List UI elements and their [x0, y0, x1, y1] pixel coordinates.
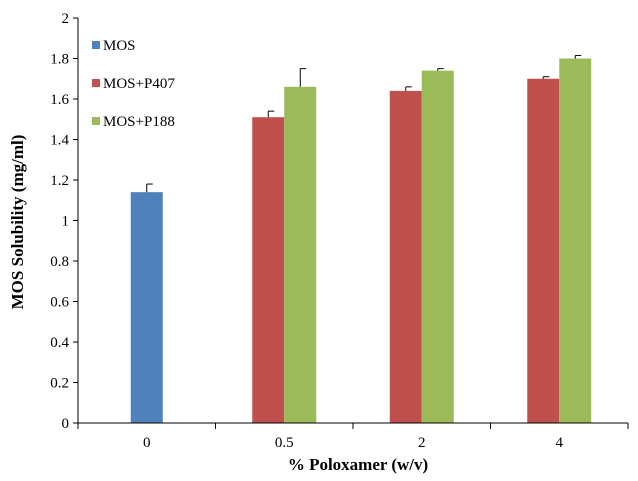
- x-tick-label: 0: [143, 435, 151, 451]
- y-tick-label: 1.4: [50, 133, 69, 149]
- bar: [130, 192, 163, 423]
- legend-label: MOS+P407: [103, 76, 175, 92]
- y-tick-label: 0.2: [50, 376, 69, 392]
- y-tick-label: 1.2: [50, 173, 69, 189]
- legend-swatch: [92, 117, 100, 125]
- legend-swatch: [92, 41, 100, 49]
- x-axis-title: % Poloxamer (w/v): [288, 455, 428, 474]
- y-tick-label: 0: [62, 416, 70, 432]
- bar: [389, 90, 422, 424]
- y-tick-label: 0.4: [50, 335, 69, 351]
- bar: [527, 78, 560, 423]
- bar: [559, 58, 592, 423]
- legend-label: MOS: [103, 38, 136, 54]
- legend-label: MOS+P188: [103, 114, 175, 130]
- y-axis-title: MOS Solubility (mg/ml): [8, 135, 27, 310]
- legend: MOS MOS+P407 MOS+P188: [92, 38, 175, 130]
- y-tick-label: 0.8: [50, 254, 69, 270]
- x-tick-label: 0.5: [275, 435, 294, 451]
- legend-swatch: [92, 79, 100, 87]
- bar: [421, 70, 454, 424]
- y-tick-label: 0.6: [50, 295, 69, 311]
- bar: [252, 117, 285, 423]
- x-tick-label: 2: [418, 435, 426, 451]
- y-tick-label: 1.8: [50, 52, 69, 68]
- x-ticks: 0 0.5 2 4: [77, 423, 629, 451]
- y-tick-label: 1.6: [50, 92, 69, 108]
- y-tick-label: 1: [62, 214, 70, 230]
- y-ticks: 0 0.2 0.4 0.6 0.8 1 1.2 1.4 1.6 1.8 2: [50, 11, 78, 432]
- x-tick-label: 4: [556, 435, 564, 451]
- error-bars: [146, 54, 582, 193]
- y-tick-label: 2: [62, 11, 70, 27]
- bars: [130, 58, 592, 424]
- bar: [284, 86, 317, 423]
